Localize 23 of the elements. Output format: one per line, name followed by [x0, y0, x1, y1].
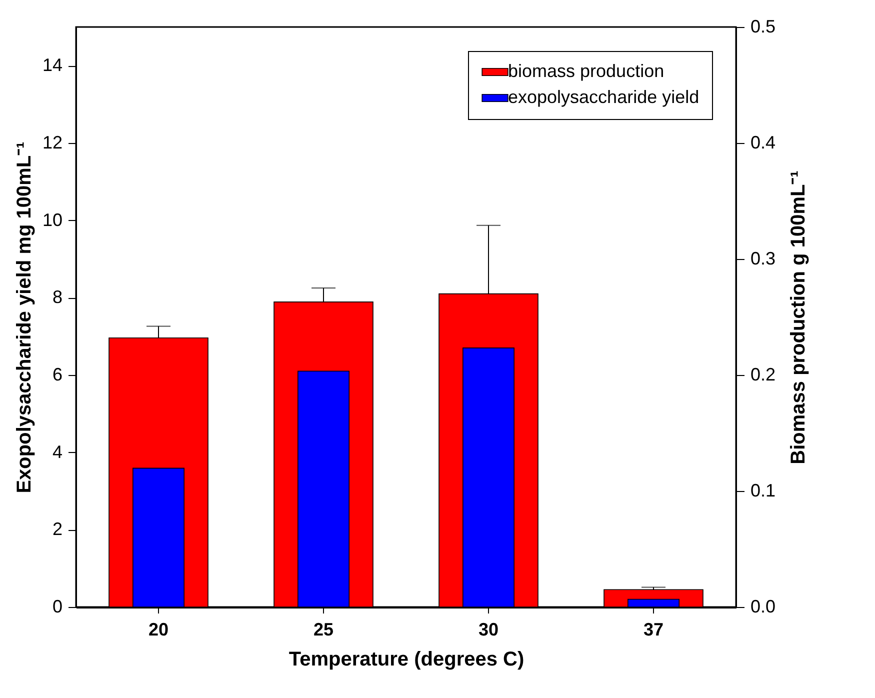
y-tick-label: 8	[52, 287, 62, 308]
y-tick-label: 0	[52, 596, 62, 616]
x-tick-label: 37	[643, 620, 664, 640]
y-tick-label: 10	[42, 210, 62, 230]
y2-tick-label: 0.1	[750, 480, 776, 500]
y2-tick-label: 0.3	[750, 248, 776, 268]
y2-tick-label: 0.0	[750, 596, 776, 616]
y2-tick-label: 0.4	[750, 132, 776, 152]
x-tick-label: 25	[313, 620, 334, 640]
y2-tick-label: 0.2	[750, 364, 776, 384]
y-axis-title: Exopolysaccharide yield mg 100mL⁻¹	[14, 141, 36, 494]
y-tick-label: 12	[42, 132, 62, 152]
y-tick-label: 14	[42, 55, 62, 76]
y-tick-label: 6	[52, 364, 62, 384]
x-tick-label: 30	[478, 620, 499, 640]
y2-axis-title: Biomass production g 100mL⁻¹	[788, 170, 810, 464]
legend-label: exopolysaccharide yield	[508, 87, 700, 107]
y2-tick-label: 0.5	[750, 16, 776, 36]
x-axis-title: Temperature (degrees C)	[288, 648, 524, 670]
y-tick-label: 4	[52, 442, 62, 462]
x-tick-label: 20	[148, 620, 169, 640]
legend-label: biomass production	[508, 61, 664, 81]
y-tick-label: 2	[52, 519, 62, 540]
